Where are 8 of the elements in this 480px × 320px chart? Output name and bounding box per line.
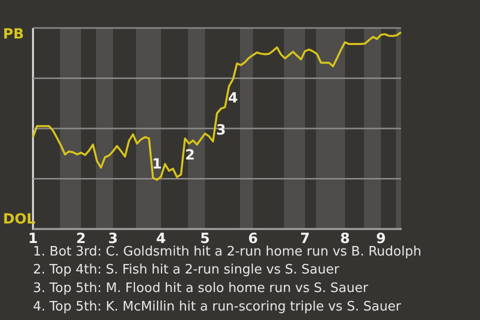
text: 3. Top 5th: M. Flood hit a solo home run vs S. Sauer	[33, 280, 369, 296]
text: 4. Top 5th: K. McMillin hit a run-scoring triple vs S. Sauer	[33, 299, 402, 314]
annotation: 3	[216, 122, 226, 139]
annotation: 1	[152, 156, 162, 173]
annotation: 2	[185, 148, 195, 164]
text: 2. Top 4th: S. Fish hit a 2-run single vs S. Sauer	[33, 262, 340, 278]
text: PB	[3, 26, 24, 43]
annotation: 4	[228, 90, 238, 107]
